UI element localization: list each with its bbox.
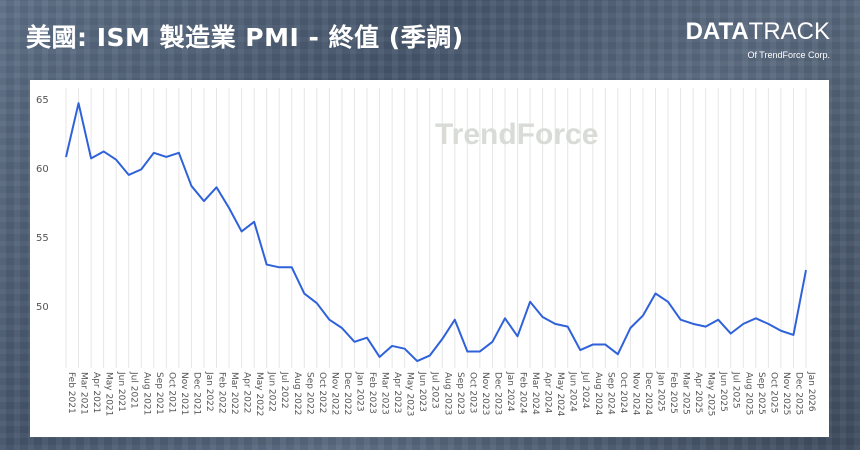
x-tick-label: Mar 2025 <box>681 372 691 415</box>
x-tick-label: Nov 2022 <box>329 372 339 415</box>
x-tick-label: Sep 2022 <box>304 372 314 415</box>
x-tick-label: Apr 2025 <box>693 372 703 413</box>
x-tick-label: Aug 2025 <box>743 372 753 415</box>
x-tick-label: Jul 2023 <box>430 371 440 409</box>
x-tick-label: Jan 2023 <box>354 371 364 412</box>
x-tick-label: Oct 2023 <box>467 372 477 413</box>
x-tick-label: Mar 2024 <box>530 372 540 415</box>
x-tick-label: May 2024 <box>555 372 565 417</box>
x-tick-label: Jun 2024 <box>568 371 578 412</box>
x-tick-label: Dec 2023 <box>492 372 502 415</box>
x-tick-label: Jul 2021 <box>129 371 139 409</box>
x-tick-label: Oct 2024 <box>618 372 628 414</box>
logo-main-thin: TRACK <box>748 18 830 45</box>
x-tick-label: Apr 2023 <box>392 372 402 413</box>
x-tick-label: Jul 2022 <box>279 371 289 409</box>
x-tick-label: Sep 2024 <box>605 372 615 415</box>
datatrack-logo: DATATRACK Of TrendForce Corp. <box>686 18 830 66</box>
x-axis-ticks: Feb 2021 Mar 2021 Apr 2021 May 2021 Jun 2021… <box>66 371 816 417</box>
x-tick-label: Aug 2023 <box>442 372 452 415</box>
x-tick-label: Aug 2021 <box>141 372 151 415</box>
x-tick-label: Apr 2024 <box>543 372 553 414</box>
x-tick-label: Apr 2021 <box>91 372 101 413</box>
x-tick-label: Jan 2026 <box>806 371 816 412</box>
x-tick-label: Mar 2021 <box>79 372 89 415</box>
x-tick-label: Feb 2023 <box>367 372 377 414</box>
x-tick-label: Jun 2021 <box>116 371 126 412</box>
x-tick-label: Mar 2023 <box>380 372 390 415</box>
x-tick-label: Feb 2025 <box>668 372 678 414</box>
x-tick-label: Dec 2022 <box>342 372 352 415</box>
x-tick-label: Jul 2024 <box>580 371 590 409</box>
trendforce-watermark: TrendForce <box>435 118 598 151</box>
x-tick-label: May 2022 <box>254 372 264 416</box>
x-tick-label: Sep 2025 <box>756 372 766 415</box>
chart-panel: TrendForce 50 55 60 65 Feb 2021 Mar 2021 Apr … <box>30 80 829 437</box>
x-tick-label: May 2023 <box>405 372 415 416</box>
x-tick-label: Jan 2025 <box>655 371 665 412</box>
x-tick-label: Feb 2021 <box>66 372 76 414</box>
x-tick-label: Nov 2024 <box>630 372 640 416</box>
x-tick-label: Nov 2023 <box>480 372 490 415</box>
x-tick-label: Dec 2024 <box>643 372 653 415</box>
x-tick-label: Feb 2022 <box>217 372 227 414</box>
x-tick-label: Jun 2025 <box>718 371 728 412</box>
y-tick-label: 50 <box>36 302 49 313</box>
x-tick-label: Jan 2022 <box>204 371 214 412</box>
x-tick-label: May 2021 <box>104 372 114 416</box>
y-axis-ticks: 50 55 60 65 <box>36 95 49 313</box>
x-tick-label: Jul 2025 <box>731 371 741 409</box>
x-tick-label: Nov 2021 <box>179 372 189 415</box>
x-tick-label: Jan 2024 <box>505 371 515 412</box>
x-tick-label: Nov 2025 <box>781 372 791 415</box>
logo-main-text: DATATRACK <box>686 18 830 46</box>
x-tick-label: Dec 2021 <box>191 372 201 415</box>
x-tick-label: May 2025 <box>706 372 716 416</box>
x-tick-label: Oct 2025 <box>768 372 778 413</box>
x-tick-label: Aug 2022 <box>292 372 302 415</box>
page-title: 美國: ISM 製造業 PMI - 終值 (季調) <box>26 23 464 52</box>
y-tick-label: 60 <box>36 164 49 175</box>
x-tick-label: Jun 2023 <box>417 371 427 412</box>
logo-main-bold: DATA <box>685 18 749 45</box>
chart-grid <box>65 88 807 368</box>
x-tick-label: Oct 2022 <box>317 372 327 413</box>
y-tick-label: 55 <box>36 233 49 244</box>
x-tick-label: Aug 2024 <box>593 372 603 416</box>
x-tick-label: Oct 2021 <box>166 372 176 413</box>
x-tick-label: Sep 2023 <box>455 372 465 415</box>
series-line-pmi <box>65 102 807 363</box>
y-tick-label: 65 <box>36 95 49 106</box>
x-tick-label: Apr 2022 <box>242 372 252 413</box>
x-tick-label: Feb 2024 <box>518 372 528 414</box>
x-tick-label: Jun 2022 <box>267 371 277 412</box>
x-tick-label: Mar 2022 <box>229 372 239 415</box>
logo-subtitle: Of TrendForce Corp. <box>747 50 830 60</box>
x-tick-label: Dec 2025 <box>793 372 803 415</box>
x-tick-label: Sep 2021 <box>154 372 164 415</box>
